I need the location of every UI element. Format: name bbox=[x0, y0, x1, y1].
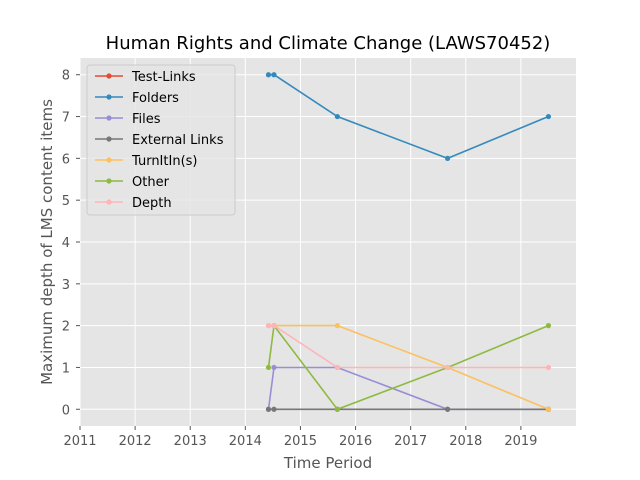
x-axis-label: Time Period bbox=[283, 454, 372, 472]
x-tick-label: 2018 bbox=[449, 434, 482, 449]
y-tick-label: 7 bbox=[62, 111, 70, 126]
y-axis-ticks: 0 1 2 3 4 5 6 7 8 bbox=[62, 69, 80, 418]
series-folders bbox=[265, 72, 552, 161]
data-point-depth bbox=[265, 323, 272, 329]
y-tick-label: 2 bbox=[62, 320, 70, 335]
y-tick-label: 6 bbox=[62, 152, 70, 167]
series-lines bbox=[265, 72, 552, 412]
legend-item-other: Other bbox=[95, 175, 170, 190]
legend-label: Depth bbox=[132, 196, 172, 211]
x-tick-label: 2014 bbox=[229, 434, 262, 449]
legend-item-turnitin-s: TurnItIn(s) bbox=[95, 154, 197, 169]
x-tick-label: 2017 bbox=[394, 434, 427, 449]
series-depth bbox=[265, 323, 552, 371]
data-point-other bbox=[545, 323, 552, 329]
data-point-depth bbox=[271, 323, 277, 329]
chart-title: Human Rights and Climate Change (LAWS704… bbox=[106, 33, 551, 54]
legend-item-external-links: External Links bbox=[95, 133, 224, 148]
data-point-depth bbox=[444, 364, 451, 371]
data-point-depth bbox=[545, 364, 552, 371]
legend-marker bbox=[106, 136, 112, 142]
legend-marker bbox=[106, 94, 112, 100]
legend-label: Test-Links bbox=[131, 70, 196, 85]
data-point-external-links bbox=[271, 406, 277, 412]
legend-label: Other bbox=[132, 175, 170, 190]
x-tick-label: 2019 bbox=[504, 434, 537, 449]
legend-marker bbox=[106, 199, 112, 205]
data-point-folders bbox=[545, 113, 552, 120]
data-point-other bbox=[334, 406, 340, 412]
legend-label: Folders bbox=[132, 91, 179, 106]
data-point-turnitin-s bbox=[545, 406, 552, 412]
y-tick-label: 0 bbox=[62, 403, 70, 418]
legend-item-files: Files bbox=[95, 112, 161, 127]
legend: Test-Links Folders Files External Links Turn… bbox=[86, 64, 236, 216]
data-point-folders bbox=[271, 72, 277, 78]
data-point-external-links bbox=[265, 406, 272, 412]
data-point-folders bbox=[265, 72, 272, 78]
data-point-files bbox=[271, 364, 277, 371]
data-point-depth bbox=[334, 364, 340, 371]
x-tick-label: 2012 bbox=[119, 434, 152, 449]
y-tick-label: 1 bbox=[62, 361, 70, 376]
legend-item-depth: Depth bbox=[95, 196, 172, 211]
data-point-turnitin-s bbox=[334, 323, 340, 329]
y-tick-label: 5 bbox=[62, 194, 70, 209]
y-tick-label: 3 bbox=[62, 278, 70, 293]
y-tick-label: 4 bbox=[62, 236, 70, 251]
legend-label: External Links bbox=[132, 133, 224, 148]
x-tick-label: 2015 bbox=[284, 434, 317, 449]
data-point-other bbox=[265, 364, 272, 371]
x-axis-ticks: 2011 2012 2013 2014 2015 2016 2017 2018 2019 bbox=[63, 426, 537, 449]
x-tick-label: 2013 bbox=[174, 434, 207, 449]
legend-marker bbox=[106, 178, 112, 184]
legend-label: Files bbox=[132, 112, 161, 127]
y-tick-label: 8 bbox=[62, 69, 70, 84]
y-axis-label: Maximum depth of LMS content items bbox=[38, 99, 56, 385]
legend-box bbox=[86, 64, 236, 216]
legend-label: TurnItIn(s) bbox=[131, 154, 197, 169]
data-point-external-links bbox=[444, 406, 451, 412]
x-tick-label: 2011 bbox=[63, 434, 96, 449]
data-point-folders bbox=[334, 113, 340, 120]
legend-marker bbox=[106, 115, 112, 121]
legend-item-test-links: Test-Links bbox=[95, 70, 196, 85]
legend-item-folders: Folders bbox=[95, 91, 179, 106]
x-tick-label: 2016 bbox=[339, 434, 372, 449]
legend-marker bbox=[106, 73, 112, 79]
legend-marker bbox=[106, 157, 112, 163]
data-point-folders bbox=[444, 155, 451, 161]
